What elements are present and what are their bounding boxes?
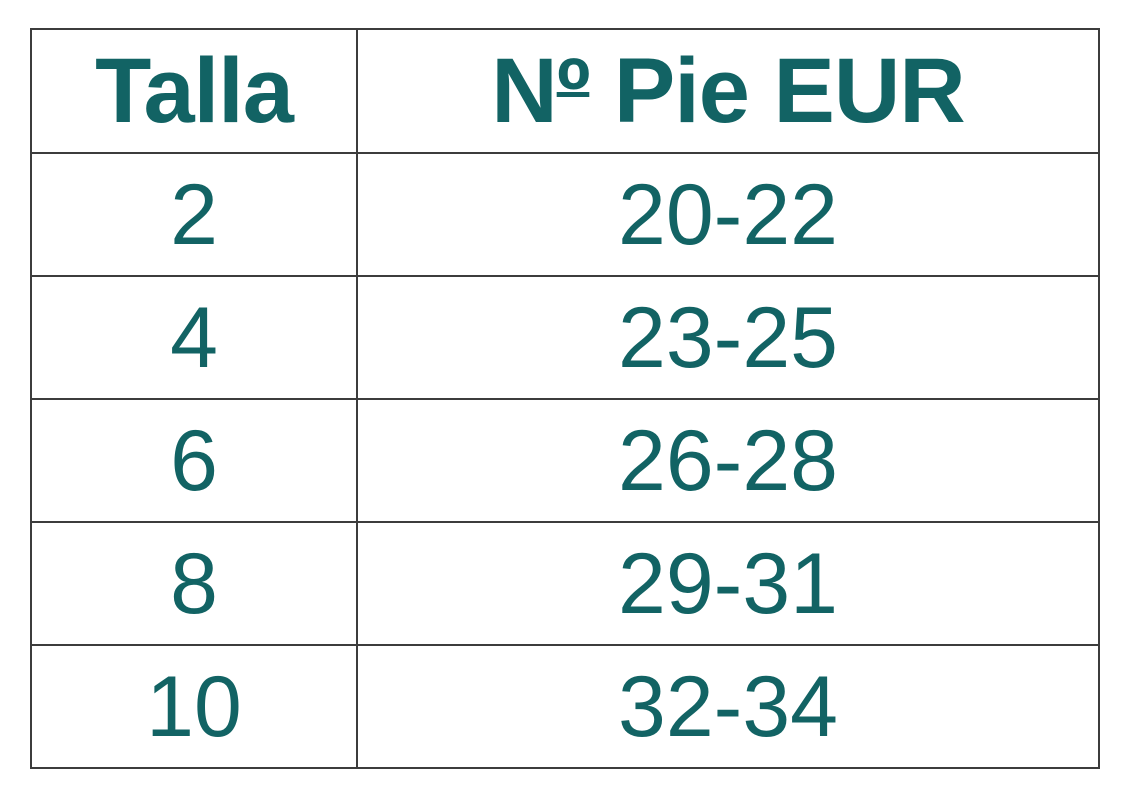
- pie-eur-value: 29-31: [356, 521, 1100, 646]
- table-row: 4 23-25: [30, 275, 1100, 400]
- table-row: 10 32-34: [30, 644, 1100, 769]
- size-chart-table: Talla Nº Pie EUR 2 20-22 4 23-25 6 26-28…: [30, 28, 1100, 769]
- pie-eur-value: 32-34: [356, 644, 1100, 769]
- ordinal-indicator: º: [556, 40, 591, 142]
- talla-value: 6: [30, 398, 358, 523]
- talla-value: 10: [30, 644, 358, 769]
- pie-eur-value: 23-25: [356, 275, 1100, 400]
- pie-eur-value: 20-22: [356, 152, 1100, 277]
- talla-value: 2: [30, 152, 358, 277]
- talla-value: 8: [30, 521, 358, 646]
- pie-eur-value: 26-28: [356, 398, 1100, 523]
- header-talla: Talla: [30, 28, 358, 154]
- table-row: 6 26-28: [30, 398, 1100, 523]
- header-pie-eur: Nº Pie EUR: [356, 28, 1100, 154]
- header-pie-eur-n: N: [491, 40, 557, 142]
- table-row: 2 20-22: [30, 152, 1100, 277]
- table-row: 8 29-31: [30, 521, 1100, 646]
- talla-value: 4: [30, 275, 358, 400]
- header-pie-eur-rest: Pie EUR: [589, 40, 966, 142]
- header-row: Talla Nº Pie EUR: [30, 28, 1100, 154]
